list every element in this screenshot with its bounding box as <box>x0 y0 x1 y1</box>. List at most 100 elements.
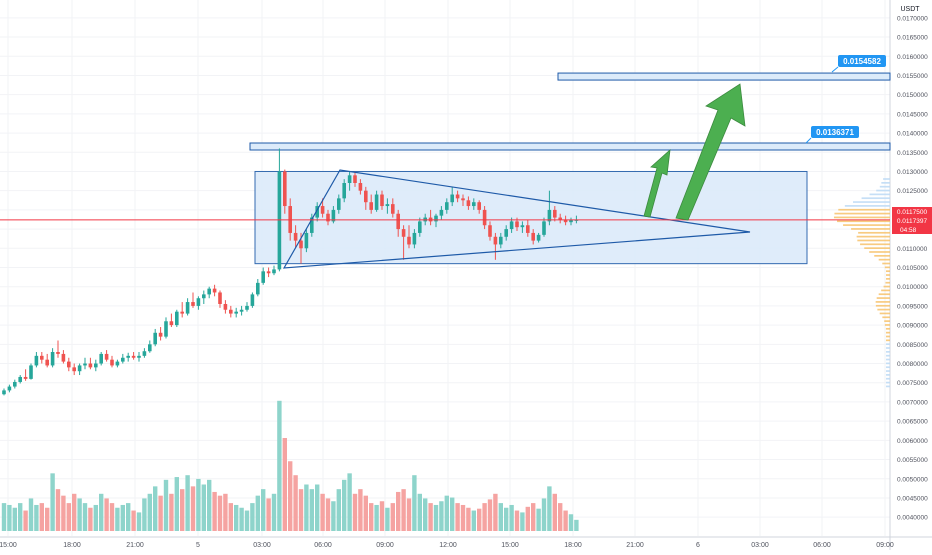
volume-bar <box>514 510 520 531</box>
volume-profile-bar <box>875 304 890 307</box>
volume-profile-bar <box>876 297 890 299</box>
candle-body <box>320 206 325 214</box>
price-tick-label: 0.0100000 <box>897 284 928 291</box>
candle-body <box>569 219 573 223</box>
volume-bar <box>477 508 482 531</box>
volume-profile-bar <box>860 243 890 246</box>
candle-body <box>164 321 168 337</box>
volume-bar <box>558 503 563 531</box>
volume-profile-bar <box>884 324 890 326</box>
target-box-1 <box>557 72 891 81</box>
volume-bar <box>433 504 439 531</box>
volume-bar <box>423 498 428 531</box>
volume-profile-bar <box>858 231 890 234</box>
volume-profile-bar <box>879 312 890 315</box>
target-label-2[interactable]: 0.0136371 <box>811 126 859 138</box>
candle-body <box>185 302 190 314</box>
volume-bar <box>396 491 401 531</box>
volume-bar <box>325 498 331 531</box>
candle-body <box>40 355 44 360</box>
price-tick-label: 0.0070000 <box>897 399 928 406</box>
candle-body <box>477 202 481 210</box>
target-label-2-text: 0.0136371 <box>816 128 854 137</box>
candle-body <box>18 376 22 382</box>
price-tick-label: 0.0060000 <box>897 438 928 445</box>
volume-bar <box>28 498 34 531</box>
last-price-label: 0.0117500 <box>897 209 928 216</box>
volume-bar <box>50 473 55 531</box>
candle-body <box>455 194 460 199</box>
volume-bar <box>45 507 50 531</box>
candle-body <box>542 221 546 235</box>
volume-profile-bar <box>878 258 890 261</box>
candle-body <box>358 183 363 191</box>
price-tick-label: 0.0170000 <box>897 15 928 22</box>
volume-bar <box>55 489 61 531</box>
price-tick-label: 0.0110000 <box>897 246 928 253</box>
volume-bar <box>509 504 514 531</box>
candle-body <box>526 225 530 233</box>
time-tick-label: 06:00 <box>813 542 831 549</box>
consolidation-zone <box>249 72 891 265</box>
candle-body <box>315 206 319 218</box>
candle-body <box>99 353 103 364</box>
target-label-1[interactable]: 0.0154582 <box>838 55 886 67</box>
price-axis[interactable]: 0.0170000 0.0165000 0.0160000 0.0155000 0.01… <box>897 15 928 521</box>
volume-bar <box>34 504 39 531</box>
candle-body <box>196 298 201 306</box>
volume-bar <box>147 493 152 531</box>
candle-body <box>369 202 373 210</box>
volume-profile-bar <box>876 189 890 192</box>
volume-bar <box>460 504 466 531</box>
volume-profile-bar <box>837 220 890 223</box>
current-price-badge <box>892 216 932 225</box>
price-tick-label: 0.0145000 <box>897 111 928 118</box>
candle-body <box>72 367 76 372</box>
candle-body <box>326 213 330 222</box>
volume-profile-bar <box>886 366 890 369</box>
volume-profile-bar <box>851 228 890 230</box>
candle-body <box>256 282 260 295</box>
candle-body <box>77 365 82 372</box>
candle-body <box>499 236 503 245</box>
volume-bar <box>547 486 552 531</box>
volume-profile-bar <box>886 278 890 280</box>
candle-body <box>299 240 303 249</box>
candle-body <box>234 311 238 314</box>
candle-body <box>439 209 444 216</box>
volume-profile-bar <box>875 301 890 303</box>
candle-body <box>412 232 417 245</box>
candle-body <box>218 292 222 304</box>
candle-body <box>94 363 98 368</box>
volume-bar <box>88 507 93 531</box>
time-axis[interactable]: 15:00 18:00 21:00 5 03:00 06:00 09:00 12:00 15:0… <box>0 542 894 549</box>
volume-profile-bar <box>886 335 890 338</box>
volume-bar <box>288 461 293 531</box>
price-tick-label: 0.0050000 <box>897 476 928 483</box>
candle-body <box>450 194 454 203</box>
candle-body <box>488 225 492 237</box>
volume-profile-bar <box>883 285 890 288</box>
volume-bar <box>142 498 147 531</box>
volume-bar <box>120 504 125 531</box>
volume-bar <box>207 479 212 531</box>
volume-bar <box>401 489 406 531</box>
candle-body <box>493 236 498 245</box>
price-tick-label: 0.0140000 <box>897 131 928 138</box>
volume-bar <box>1 503 7 531</box>
volume-bar <box>239 507 244 531</box>
volume-bar <box>153 486 158 531</box>
candle-body <box>34 355 39 366</box>
price-tick-label: 0.0150000 <box>897 92 928 99</box>
volume-bar <box>331 501 336 531</box>
volume-profile-bar <box>881 289 890 292</box>
price-tick-label: 0.0090000 <box>897 323 928 330</box>
candle-body <box>83 363 87 366</box>
volume-bar <box>163 479 169 531</box>
time-tick-label: 03:00 <box>751 542 769 549</box>
candle-body <box>250 294 255 306</box>
candle-body <box>148 344 152 352</box>
candle-body <box>180 311 184 314</box>
